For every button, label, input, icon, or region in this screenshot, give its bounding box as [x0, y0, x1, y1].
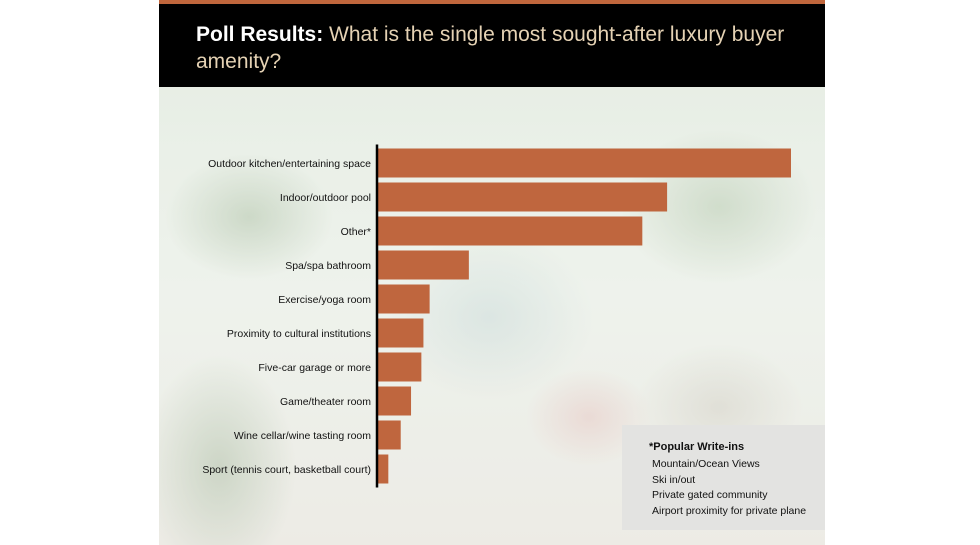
bar	[378, 420, 401, 450]
category-label: Wine cellar/wine tasting room	[234, 430, 371, 442]
bars	[378, 148, 791, 484]
writein-item: Mountain/Ocean Views	[652, 458, 760, 470]
writeins-title: *Popular Write-ins	[649, 441, 745, 453]
category-label: Outdoor kitchen/entertaining space	[208, 158, 371, 170]
title-strong: Poll Results:	[196, 23, 324, 46]
writein-item: Private gated community	[652, 489, 768, 501]
bar	[378, 216, 643, 246]
category-label: Proximity to cultural institutions	[227, 328, 371, 340]
bar	[378, 386, 412, 416]
bar	[378, 352, 422, 382]
bar	[378, 284, 430, 314]
category-label: Sport (tennis court, basketball court)	[202, 464, 371, 476]
title-banner: Poll Results: What is the single most so…	[159, 4, 825, 87]
category-label: Spa/spa bathroom	[285, 260, 371, 272]
bar	[378, 250, 469, 280]
bar	[378, 454, 389, 484]
category-label: Five-car garage or more	[258, 362, 371, 374]
writeins-list: Mountain/Ocean Views Ski in/out Private ga…	[652, 457, 806, 519]
category-label: Exercise/yoga room	[278, 294, 371, 306]
slide: Poll Results: What is the single most so…	[159, 0, 825, 545]
category-labels: Outdoor kitchen/entertaining space Indoor…	[202, 158, 371, 476]
slide-title: Poll Results: What is the single most so…	[196, 21, 796, 75]
writeins-box: *Popular Write-ins Mountain/Ocean Views S…	[622, 425, 825, 530]
bar	[378, 182, 668, 212]
accent-stripe	[159, 0, 825, 4]
writein-item: Airport proximity for private plane	[652, 504, 807, 517]
bar	[378, 318, 424, 348]
writein-item: Ski in/out	[652, 473, 696, 486]
category-label: Other*	[341, 226, 371, 238]
category-label: Game/theater room	[280, 396, 371, 408]
title-question: What is the single most sought-after lux…	[196, 23, 785, 73]
category-label: Indoor/outdoor pool	[280, 192, 371, 204]
bar	[378, 148, 791, 178]
bar-chart: Outdoor kitchen/entertaining space Indoor…	[202, 144, 791, 488]
